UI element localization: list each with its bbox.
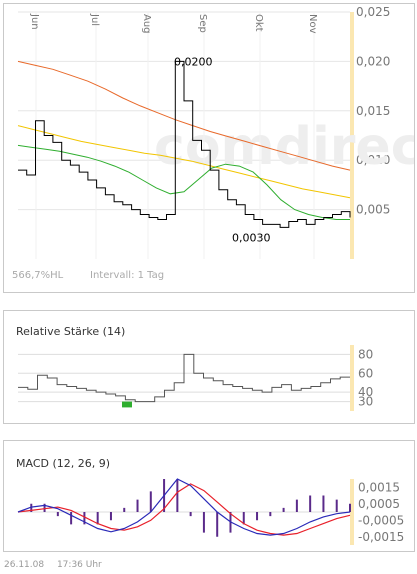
rsi-y-tick-0: 80 [358, 347, 373, 361]
footer: 26.11.08 17:36 Uhr [4, 560, 112, 570]
ma-orange-line [17, 60, 351, 171]
month-label-3: Sep [197, 14, 208, 33]
price-chart-panel: 0,0250,0200,0150,0100,005comdirectJunJul… [3, 3, 415, 293]
y-tick-label-1: 0,020 [356, 54, 390, 68]
rsi-oversold-fill [122, 401, 132, 408]
footer-time: 17:36 Uhr [56, 560, 102, 570]
rsi-panel: Relative Stärke (14) 80 60 40 30 [3, 310, 415, 424]
month-label-5: Nov [307, 14, 318, 34]
price-chart: 0,0250,0200,0150,0100,005comdirectJunJul… [17, 5, 414, 259]
rsi-line [17, 353, 350, 403]
macd-line [17, 478, 351, 536]
annotation-high: 0,0200 [174, 55, 213, 68]
month-label-2: Aug [141, 14, 152, 34]
macd-axis-band [350, 479, 354, 545]
macd-y-tick-1: 0,0005 [358, 497, 400, 511]
month-label-0: Jun [29, 13, 40, 30]
rsi-axis-band [350, 345, 354, 411]
ma-green-line [17, 144, 350, 220]
rsi-y-tick-3: 30 [358, 395, 373, 409]
macd-y-tick-0: 0,0015 [358, 480, 400, 494]
macd-title: MACD (12, 26, 9) [16, 457, 111, 470]
price-line [17, 60, 351, 228]
interval-stat: Intervall: 1 Tag [90, 270, 165, 281]
hl-stat: 566,7%HL [12, 270, 64, 281]
annotation-low: 0,0030 [232, 231, 271, 244]
macd-signal-line [17, 483, 351, 536]
rsi-title: Relative Stärke (14) [16, 325, 126, 338]
y-tick-label-3: 0,010 [356, 153, 390, 167]
macd-panel: MACD (12, 26, 9) 0,0015 0,0005 -0,0005 -0,0… [3, 440, 415, 552]
rsi-y-tick-1: 60 [358, 366, 373, 380]
footer-date: 26.11.08 [4, 560, 45, 570]
month-label-4: Okt [253, 14, 264, 32]
y-tick-label-0: 0,025 [356, 5, 390, 19]
y-tick-label-2: 0,015 [356, 104, 390, 118]
y-tick-label-4: 0,005 [356, 203, 390, 217]
y-axis-band [350, 12, 354, 259]
month-label-1: Jul [89, 13, 100, 26]
macd-chart: 0,0015 0,0005 -0,0005 -0,0015 [17, 478, 404, 545]
macd-y-tick-3: -0,0015 [358, 530, 404, 544]
rsi-y-tick-2: 40 [358, 385, 373, 399]
ma-yellow-line [17, 125, 351, 199]
macd-y-tick-2: -0,0005 [358, 513, 404, 527]
